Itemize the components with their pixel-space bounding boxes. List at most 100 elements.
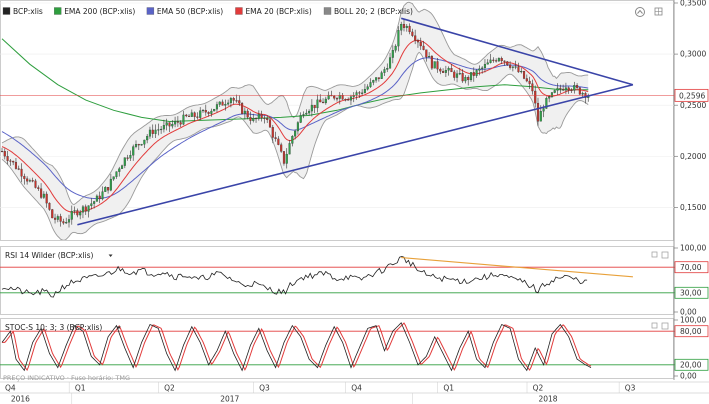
candle xyxy=(182,114,185,125)
candle xyxy=(280,144,283,152)
candle xyxy=(235,100,238,102)
candle xyxy=(67,219,71,223)
candle xyxy=(266,118,269,120)
candle xyxy=(492,59,495,61)
rsi-level-badge xyxy=(674,286,709,299)
trendline-support[interactable] xyxy=(77,83,634,226)
candle xyxy=(497,58,500,62)
candle xyxy=(567,87,570,91)
candle xyxy=(481,67,484,69)
candle xyxy=(221,101,224,106)
candle xyxy=(363,88,366,94)
candle xyxy=(464,77,467,82)
candle xyxy=(444,70,447,73)
candle xyxy=(400,23,403,31)
rsi-trendline[interactable] xyxy=(401,257,633,278)
candle xyxy=(20,168,23,177)
candle xyxy=(327,94,330,100)
candle xyxy=(380,72,383,79)
rsi-chevron-down-icon[interactable] xyxy=(108,254,113,258)
stoch-ytick-label: 80,00 xyxy=(680,327,702,336)
candle xyxy=(12,160,15,163)
candle xyxy=(174,121,177,125)
candle xyxy=(428,56,431,58)
stoch-ytick-label: 20,00 xyxy=(680,360,702,369)
candle xyxy=(224,103,227,106)
x-quarter-label: Q2 xyxy=(164,384,175,393)
candle xyxy=(383,69,386,73)
candle xyxy=(34,180,37,188)
main-ytick-label: 0,3500 xyxy=(680,0,706,8)
main-legend-label[interactable]: EMA 50 (BCP:xlis) xyxy=(157,7,223,16)
candle xyxy=(249,117,252,121)
x-quarter-label: Q4 xyxy=(351,384,362,393)
candle xyxy=(536,102,540,122)
candle xyxy=(14,161,18,169)
candle xyxy=(137,144,140,146)
candle xyxy=(179,122,182,125)
rsi-grid-icon[interactable] xyxy=(661,251,669,259)
candle xyxy=(369,82,372,87)
candle xyxy=(556,87,559,91)
trendline-resistance[interactable] xyxy=(400,17,634,86)
main-legend-label[interactable]: BOLL 20; 2 (BCP:xlis) xyxy=(334,7,413,16)
stoch-chevron-down-icon[interactable] xyxy=(116,326,121,330)
candle xyxy=(146,136,149,141)
main-legend-label[interactable]: EMA 20 (BCP:xlis) xyxy=(245,7,311,16)
candle xyxy=(229,98,232,104)
candle xyxy=(545,98,548,109)
candle xyxy=(98,195,101,200)
candle xyxy=(171,123,174,127)
candle xyxy=(313,104,316,109)
candle xyxy=(411,31,414,36)
candle xyxy=(285,153,288,164)
last-price-label: 0,2596 xyxy=(679,91,705,100)
candle xyxy=(442,71,445,73)
candle xyxy=(455,73,459,78)
candle xyxy=(366,86,369,90)
candle xyxy=(430,56,433,69)
candle xyxy=(344,99,347,101)
candle xyxy=(17,168,20,170)
rsi-legend-label[interactable]: RSI 14 Wilder (BCP:xlis) xyxy=(5,251,93,260)
candle xyxy=(514,66,517,68)
candle xyxy=(475,70,478,76)
scroll-top-icon[interactable] xyxy=(635,7,645,17)
candle xyxy=(31,180,34,182)
candle xyxy=(101,191,104,200)
candle xyxy=(458,73,461,75)
candle xyxy=(241,103,244,114)
rsi-zoom-icon[interactable] xyxy=(651,251,658,258)
candle xyxy=(377,77,380,79)
candle xyxy=(207,112,210,114)
candle xyxy=(372,80,375,83)
candle xyxy=(319,99,322,103)
candle xyxy=(193,112,196,117)
candle xyxy=(341,95,344,100)
candle xyxy=(260,114,263,119)
candle xyxy=(282,151,286,164)
candle xyxy=(517,66,520,73)
candle xyxy=(129,155,132,159)
candle xyxy=(294,130,297,137)
stoch-legend-label[interactable]: STOC-S 10; 3; 3 (BCP:xlis) xyxy=(5,323,102,332)
candle xyxy=(391,50,394,58)
candle xyxy=(26,178,29,182)
grid-icon[interactable] xyxy=(654,7,663,16)
candle xyxy=(562,88,565,91)
candle xyxy=(73,210,76,212)
candle xyxy=(461,73,464,82)
stoch-grid-icon[interactable] xyxy=(661,322,669,330)
candle xyxy=(204,109,207,113)
candle xyxy=(23,176,26,179)
stoch-zoom-icon[interactable] xyxy=(651,322,658,329)
candle xyxy=(238,100,241,104)
main-legend-label[interactable]: BCP:xlis xyxy=(13,7,43,16)
main-legend-label[interactable]: EMA 200 (BCP:xlis) xyxy=(64,7,135,16)
rsi-ytick-label: 0,00 xyxy=(680,308,697,317)
candle xyxy=(45,193,48,204)
candle xyxy=(553,90,556,93)
candle xyxy=(126,157,129,159)
candle xyxy=(162,125,165,130)
